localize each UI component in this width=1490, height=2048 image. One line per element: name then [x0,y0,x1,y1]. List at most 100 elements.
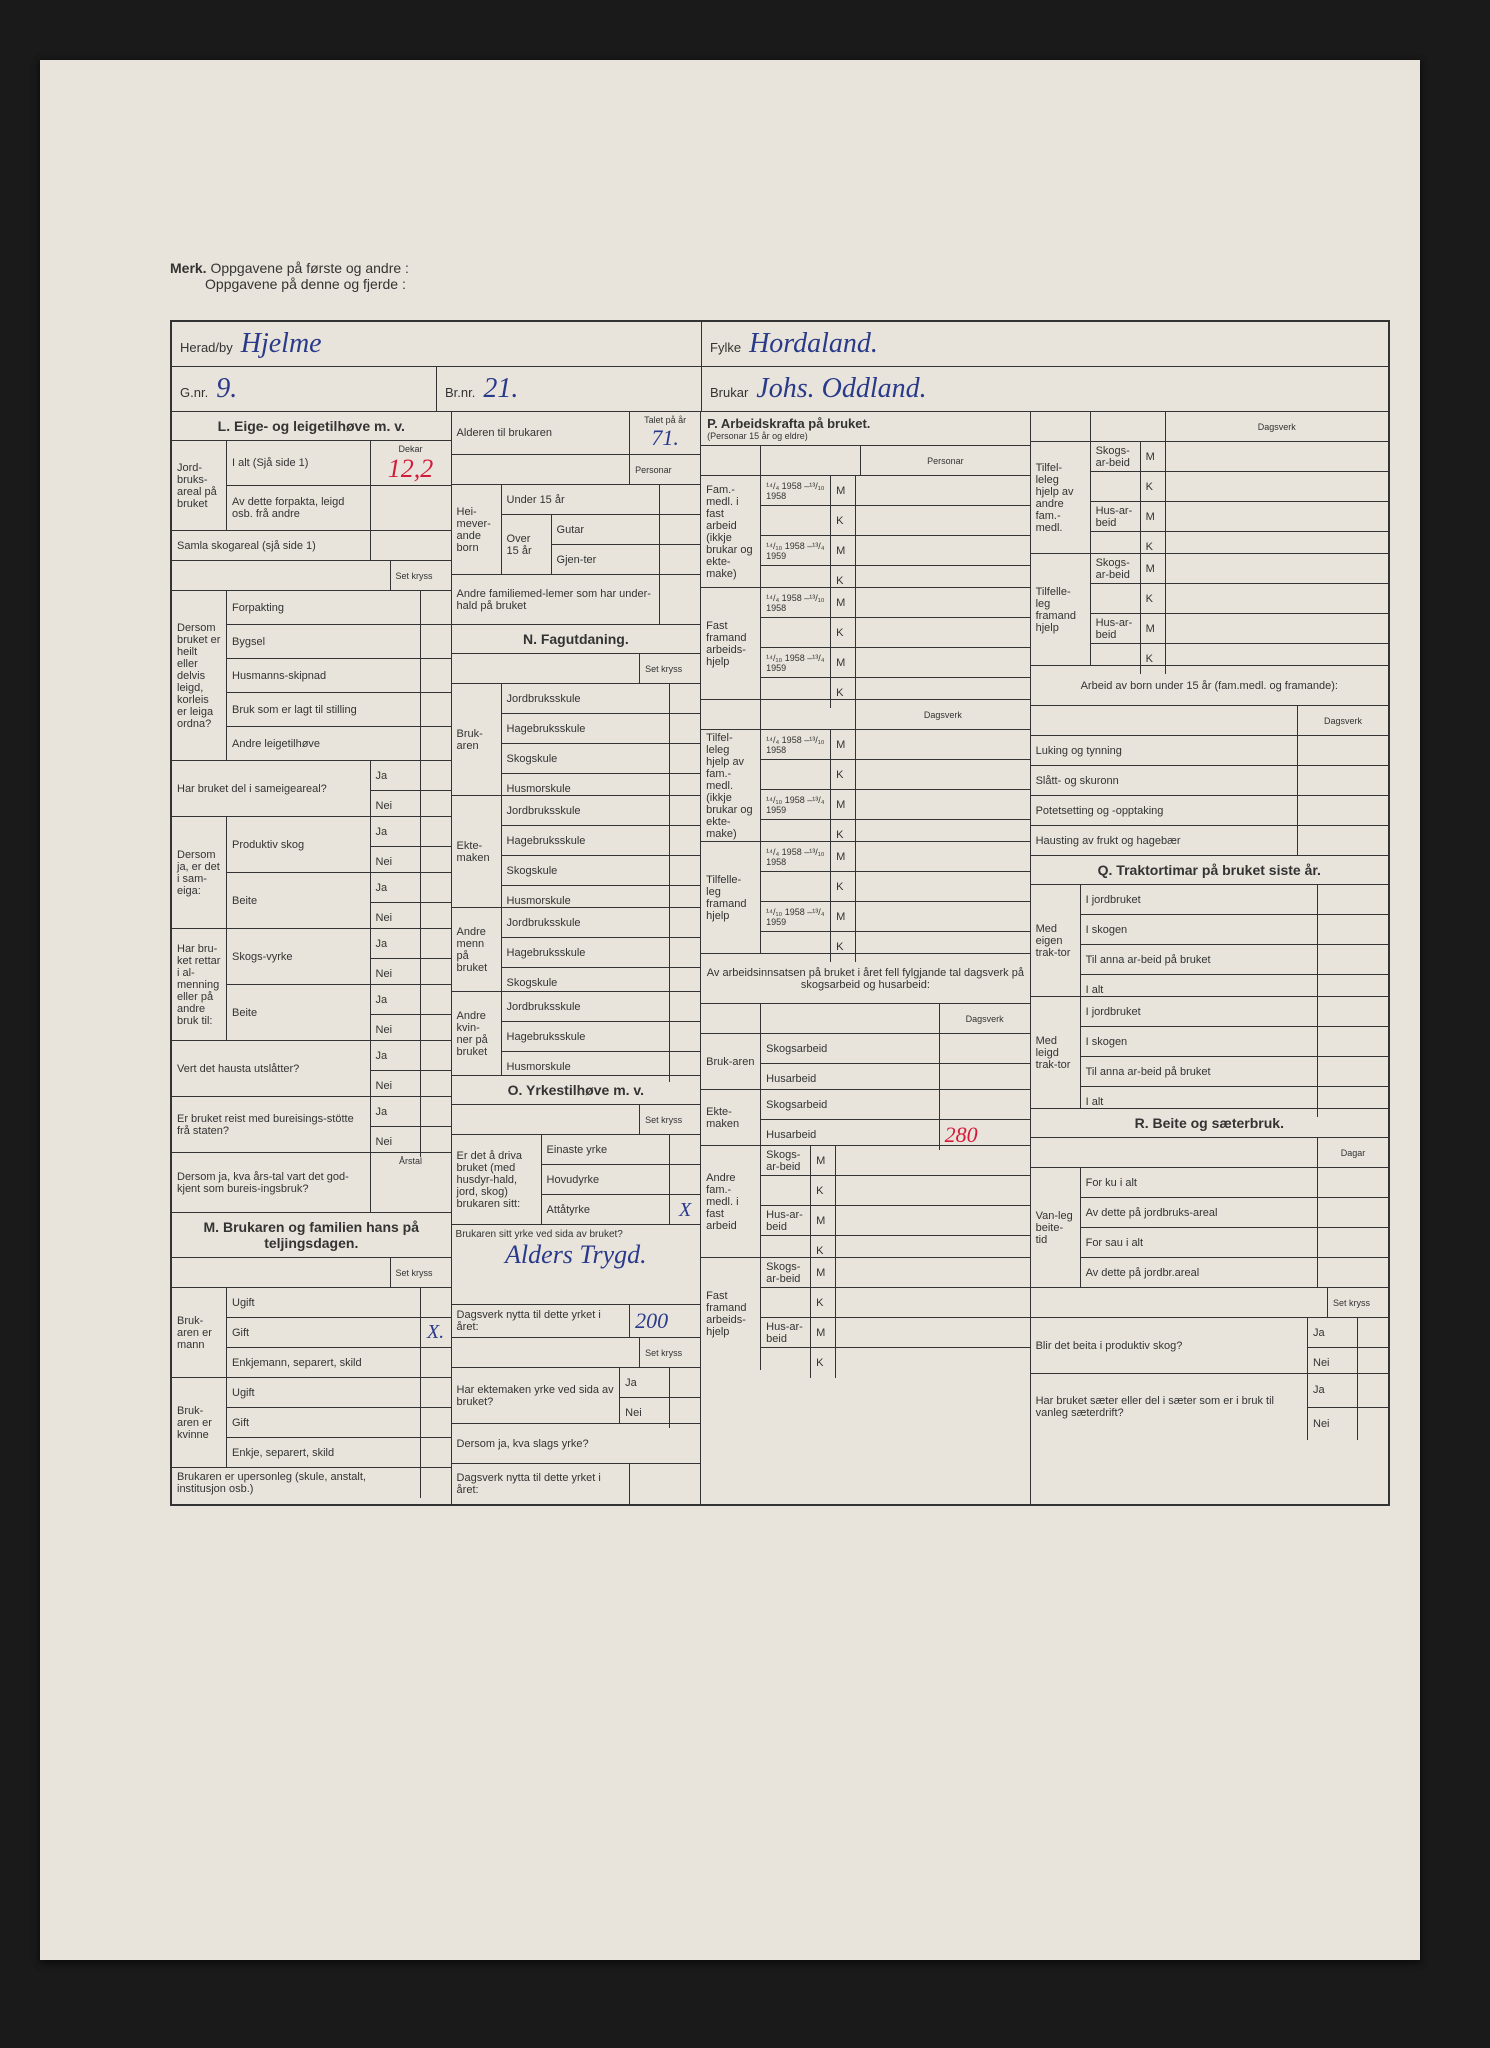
Q-skog: I skogen [1081,915,1318,944]
P-tilfra: Tilfelle-leg framand hjelp [701,842,761,953]
R-saeter: Har bruket sæter eller del i sæter som e… [1031,1374,1308,1440]
R-beita: Blir det beita i produktiv skog? [1031,1318,1308,1373]
attat-x: X [670,1195,700,1225]
N-jord3: Jordbruksskule [502,908,671,937]
section-N-title: N. Fagutdaning. [452,625,701,654]
census-form: Herad/by Hjelme Fylke Hordaland. G.nr. 9… [170,320,1390,1506]
N-jord2: Jordbruksskule [502,796,671,825]
R-vanleg: Van-leg beite-tid [1031,1168,1081,1287]
setkryss-R: Set kryss [1328,1288,1388,1317]
Q-jord2: I jordbruket [1081,997,1318,1026]
setkryss: Set kryss [391,561,451,590]
PKc: K [831,760,856,789]
N-brukaren: Bruk-aren [452,684,502,795]
gnr-label: G.nr. [180,385,208,400]
P-luking: Luking og tynning [1031,736,1298,765]
sameige-q: Har bruket del i sameigeareal? [172,761,371,816]
gjenter: Gjen-ter [552,545,661,575]
P-dv3: Dagsverk [1298,706,1388,735]
P-hab2: Hus-ar-beid [761,1318,811,1347]
avdette-label: Av dette forpakta, leigd osb. frå andre [227,486,371,530]
O-sida: Brukaren sitt yrke ved sida av bruket? [456,1229,697,1240]
alder-title: Alderen til brukaren [452,412,631,454]
brukaren-kvinne: Bruk-aren er kvinne [172,1378,227,1467]
PKf2: K [811,1348,836,1378]
O-hovud: Hovudyrke [542,1165,671,1194]
husarbeid-value: 280 [945,1122,978,1148]
brukaren-mann: Bruk-aren er mann [172,1288,227,1377]
c4hab2: Hus-ar-beid [1091,614,1141,643]
P-potet: Potetsetting og -opptaking [1031,796,1298,825]
R-ja: Ja [1308,1318,1358,1347]
N-hage: Hagebruksskule [502,714,671,743]
enkjemann: Enkjemann, separert, skild [227,1348,421,1378]
andre-fam: Andre familiemed-lemer som har under-hal… [452,575,661,624]
O-attat: Attåtyrke [542,1195,671,1225]
P-born: Arbeid av born under 15 år (fam.medl. og… [1031,666,1388,705]
fylke-label: Fylke [710,340,741,355]
Pp1c: ¹⁴/₄ 1958 –¹³/₁₀ 1958 [761,730,831,759]
O-dagsverk2: Dagsverk nytta til dette yrket i året: [452,1464,631,1504]
R-nei2: Nei [1308,1408,1358,1441]
c4K3: K [1141,584,1166,613]
brukar-label: Brukar [710,385,748,400]
Q-jord: I jordbruket [1081,885,1318,914]
c4hab: Hus-ar-beid [1091,502,1141,531]
P-fastframand: Fast framand arbeids-hjelp [701,588,761,699]
c4M4: M [1141,614,1166,643]
gift: Gift [227,1318,421,1347]
section-Q-title: Q. Traktortimar på bruket siste år. [1031,856,1388,885]
PMd2: M [831,902,856,931]
enkje: Enkje, separert, skild [227,1438,421,1468]
P-ekte: Ekte-maken [701,1090,761,1145]
P-p2: ¹⁴/₁₀ 1958 –¹³/₄ 1959 [761,536,831,565]
ja: Ja [371,817,421,846]
Pp1d: ¹⁴/₄ 1958 –¹³/₁₀ 1958 [761,842,831,871]
dekar-label: Dekar [399,444,423,454]
Q-anna: Til anna ar-beid på bruket [1081,945,1318,974]
Q-eigen: Med eigen trak-tor [1031,885,1081,996]
PMc: M [831,730,856,759]
O-einaste: Einaste yrke [542,1135,671,1164]
ja: Ja [371,1041,421,1070]
upersonleg: Brukaren er upersonleg (skule, anstalt, … [172,1468,421,1498]
P-dagsverk-col4: Dagsverk [1166,412,1388,441]
samla-label: Samla skogareal (sjå side 1) [172,531,371,560]
ugift2: Ugift [227,1378,421,1407]
P-p1: ¹⁴/₄ 1958 –¹³/₁₀ 1958 [761,476,831,505]
skogsvyrke: Skogs-vyrke [227,929,371,984]
P-K: K [831,506,856,535]
PMb2: M [831,648,856,677]
Q-anna2: Til anna ar-beid på bruket [1081,1057,1318,1086]
P-tilandre: Tilfel-leleg hjelp av andre fam.-medl. [1031,442,1091,553]
N-hage2: Hagebruksskule [502,826,671,855]
PMe2: M [811,1206,836,1235]
O-dagsverk: Dagsverk nytta til dette yrket i året: [452,1305,631,1337]
bruksom: Bruk som er lagt til stilling [227,693,421,726]
bureising: Er bruket reist med bureisings-stötte fr… [172,1097,371,1152]
O-dersomja: Dersom ja, kva slags yrke? [452,1424,701,1463]
beite2: Beite [227,985,371,1040]
P-dagsverk-h2: Dagsverk [940,1004,1030,1033]
c4M3: M [1141,554,1166,583]
O-sida-value: Alders Trygd. [456,1240,697,1270]
andre-leige: Andre leigetilhøve [227,727,421,760]
section-M-title: M. Brukaren og familien hans på teljings… [172,1213,451,1258]
ugift: Ugift [227,1288,421,1317]
R-ku: For ku i alt [1081,1168,1318,1197]
section-P-title: P. Arbeidskrafta på bruket. [707,416,1023,431]
over15: Over 15 år [502,515,552,574]
R-ku-jord: Av dette på jordbruks-areal [1081,1198,1318,1227]
O-driva: Er det å driva bruket (med husdyr-hald, … [452,1135,542,1224]
N-jord4: Jordbruksskule [502,992,671,1021]
N-skog: Skogskule [502,744,671,773]
Pp1b: ¹⁴/₄ 1958 –¹³/₁₀ 1958 [761,588,831,617]
bygsel: Bygsel [227,625,421,658]
R-sau-jord: Av dette på jordbr.areal [1081,1258,1318,1288]
ja: Ja [371,761,421,790]
PMf: M [811,1258,836,1287]
merk-note: Merk. Oppgavene på første og andre : Opp… [170,260,409,292]
setkryss-O2: Set kryss [640,1338,700,1367]
P-tilfra2: Tilfelle-leg framand hjelp [1031,554,1091,665]
gnr-value: 9. [216,373,237,405]
